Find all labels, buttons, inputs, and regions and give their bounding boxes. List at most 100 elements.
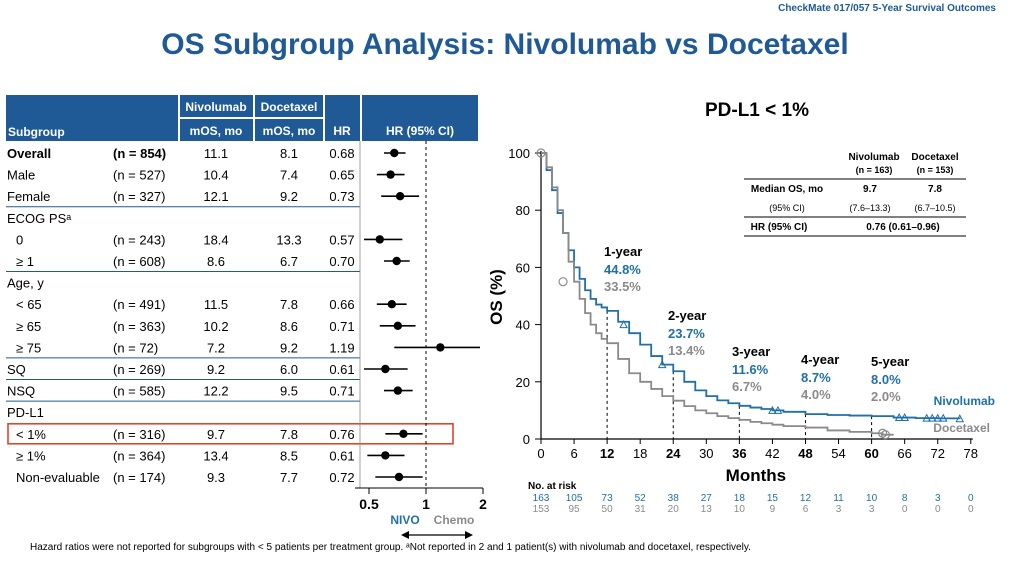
- landmark-nivo-value: 23.7%: [668, 326, 705, 341]
- x-tick-label: 30: [699, 446, 713, 461]
- row-doce-mos: 8.6: [280, 319, 298, 334]
- row-label: NSQ: [7, 384, 35, 399]
- stats-row-label: HR (95% CI): [751, 222, 808, 233]
- header-ci-cell: [362, 95, 478, 141]
- x-tick-label: 66: [897, 446, 911, 461]
- row-n: (n = 491): [113, 297, 165, 312]
- header-subgroup-cell: [6, 95, 178, 141]
- at-risk-chemo: 0: [968, 504, 974, 515]
- row-n: (n = 364): [113, 448, 165, 463]
- stats-row-value: 0.76 (0.61–0.96): [866, 222, 939, 233]
- y-tick-label: 20: [516, 375, 530, 390]
- at-risk-nivo: 10: [866, 493, 878, 504]
- stats-row-label: Median OS, mo: [751, 184, 823, 195]
- row-doce-mos: 8.1: [280, 146, 298, 161]
- at-risk-chemo: 20: [668, 504, 680, 515]
- x-tick-label: 0: [537, 446, 544, 461]
- row-hr: 0.65: [329, 168, 354, 183]
- x-tick-label: 42: [765, 446, 779, 461]
- row-doce-mos: 9.2: [280, 189, 298, 204]
- row-label: Overall: [7, 146, 51, 161]
- at-risk-nivo: 38: [668, 493, 680, 504]
- at-risk-nivo: 3: [935, 493, 941, 504]
- at-risk-chemo: 95: [568, 504, 580, 515]
- row-n: (n = 608): [113, 254, 165, 269]
- x-tick-label: 54: [831, 446, 845, 461]
- docetaxel-curve: [541, 152, 894, 436]
- row-doce-mos: 7.4: [280, 168, 298, 183]
- row-label: ≥ 75: [16, 340, 41, 355]
- stats-row-label: (95% CI): [769, 203, 805, 213]
- row-n: (n = 174): [113, 470, 165, 485]
- nivo-favors-label: NIVO: [390, 513, 419, 527]
- x-tick-label: 6: [570, 446, 577, 461]
- censor-mark: [922, 413, 932, 422]
- stats-row-value: 7.8: [928, 184, 942, 195]
- row-n: (n = 585): [113, 384, 165, 399]
- x-tick-label: 78: [964, 446, 978, 461]
- stats-row-value: 9.7: [863, 184, 877, 195]
- censor-mark: [880, 430, 890, 440]
- at-risk-chemo: 6: [803, 504, 809, 515]
- censor-mark: [900, 412, 909, 422]
- row-label: ≥ 65: [16, 319, 41, 334]
- header-hr-cell: [325, 95, 360, 141]
- header-nivo-bottom-cell: [180, 119, 253, 141]
- at-risk-chemo: 13: [701, 504, 713, 515]
- highlight-box: [7, 422, 454, 445]
- at-risk-chemo: 10: [734, 504, 746, 515]
- x-tick-label: 24: [666, 446, 681, 461]
- y-tick-label: 80: [516, 203, 530, 218]
- header-ci-label: HR (95% CI): [386, 124, 454, 138]
- hr-point: [381, 364, 390, 374]
- y-axis-label: OS (%): [487, 269, 506, 325]
- at-risk-nivo: 0: [968, 493, 974, 504]
- forest-tick-label: 1: [422, 496, 430, 512]
- row-label: Male: [7, 168, 35, 183]
- hr-point: [381, 451, 390, 460]
- row-nivo-mos: 13.4: [203, 448, 228, 463]
- hr-point: [392, 256, 401, 266]
- forest-tick-label: 2: [479, 496, 487, 512]
- censor-mark: [894, 412, 904, 422]
- study-label: CheckMate 017/057 5-Year Survival Outcom…: [778, 3, 996, 14]
- header-subgroup-label: Subgroup: [8, 125, 65, 139]
- row-nivo-mos: 11.1: [204, 146, 228, 161]
- hr-point: [394, 472, 404, 482]
- censor-mark: [768, 405, 777, 414]
- row-nivo-mos: 7.2: [207, 340, 225, 355]
- row-doce-mos: 9.5: [280, 384, 298, 399]
- hr-point: [393, 321, 403, 330]
- header-doce-bottom-cell: [255, 119, 323, 141]
- y-tick-label: 100: [508, 146, 530, 161]
- row-nivo-mos: 12.2: [203, 384, 228, 399]
- landmark-nivo-value: 8.0%: [871, 372, 901, 387]
- landmark-label: 3-year: [732, 344, 770, 359]
- row-nivo-mos: 11.5: [204, 297, 228, 312]
- censor-mark: [933, 413, 943, 422]
- nivolumab-series-label: Nivolumab: [934, 394, 995, 408]
- censor-mark: [773, 405, 783, 414]
- at-risk-chemo: 9: [770, 504, 776, 515]
- at-risk-chemo: 3: [836, 504, 842, 515]
- landmark-label: 2-year: [668, 308, 706, 323]
- x-tick-label: 60: [864, 446, 878, 461]
- landmark-nivo-value: 11.6%: [732, 362, 769, 377]
- row-n: (n = 243): [113, 232, 165, 247]
- row-hr: 0.76: [329, 427, 354, 442]
- at-risk-chemo: 153: [533, 504, 550, 515]
- at-risk-chemo: 31: [635, 504, 647, 515]
- hr-point: [375, 235, 384, 244]
- row-nivo-mos: 9.7: [207, 427, 225, 442]
- hr-point: [386, 170, 395, 179]
- x-tick-label: 12: [600, 446, 614, 461]
- row-label: ≥ 1: [16, 254, 34, 269]
- forest-tick-label: 0.5: [359, 496, 379, 512]
- censor-mark: [657, 360, 667, 369]
- hr-point: [399, 429, 408, 438]
- header-doce-top-cell: [255, 95, 323, 117]
- stats-header-doce: Docetaxel: [911, 152, 958, 163]
- stats-row-value: (6.7–10.5): [914, 203, 955, 213]
- at-risk-nivo: 11: [833, 493, 844, 504]
- header-hr-label: HR: [333, 124, 351, 138]
